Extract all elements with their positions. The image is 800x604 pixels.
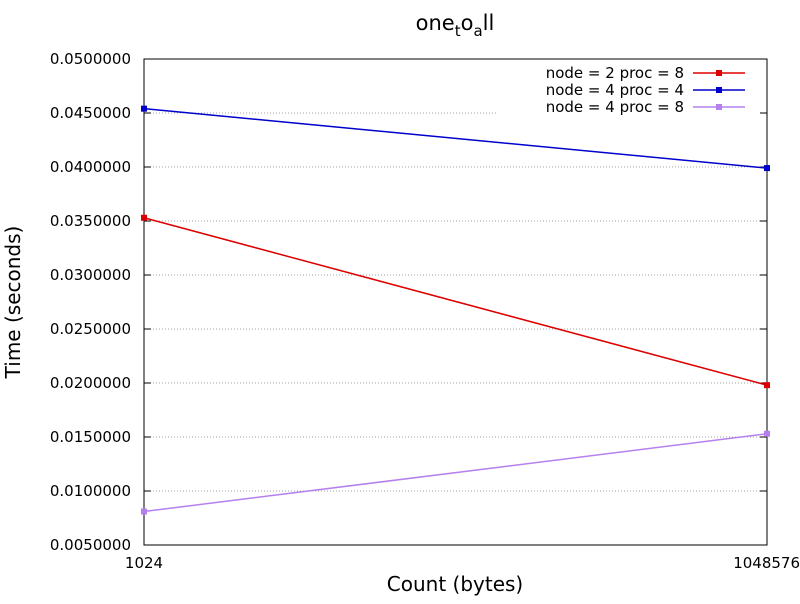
- y-tick-label: 0.0150000: [50, 428, 131, 446]
- y-tick-label: 0.0050000: [50, 536, 131, 554]
- x-tick-label: 1024: [125, 554, 163, 572]
- legend-label: node = 2 proc = 8: [546, 64, 684, 82]
- data-point-marker: [764, 165, 770, 172]
- y-tick-label: 0.0200000: [50, 374, 131, 392]
- y-tick-labels: 0.0050000 0.0100000 0.0150000 0.0200000 0.02…: [50, 50, 131, 554]
- y-tick-label: 0.0450000: [50, 104, 131, 122]
- legend-marker: [716, 104, 722, 110]
- data-point-marker: [141, 508, 147, 515]
- chart-title: onetoall: [416, 11, 495, 40]
- data-point-marker: [141, 105, 147, 112]
- y-tick-label: 0.0500000: [50, 50, 131, 68]
- chart-title-part-mid: o: [461, 11, 474, 35]
- legend-marker: [716, 70, 722, 76]
- series-line: [143, 217, 768, 386]
- y-tick-label: 0.0400000: [50, 158, 131, 176]
- series-line: [143, 107, 768, 169]
- data-point-marker: [764, 382, 770, 389]
- series-line: [143, 433, 768, 513]
- series-lines: [141, 105, 770, 515]
- plot-frame: [143, 58, 768, 546]
- y-tick-label: 0.0300000: [50, 266, 131, 284]
- legend-label: node = 4 proc = 8: [546, 98, 684, 116]
- legend-marker: [716, 87, 722, 93]
- x-axis-title: Count (bytes): [387, 572, 523, 596]
- chart-title-part-sub1: t: [455, 22, 461, 40]
- legend-label: node = 4 proc = 4: [546, 81, 684, 99]
- x-tick-labels: 1024 1048576: [125, 554, 800, 572]
- chart-title-part-base: one: [416, 11, 455, 35]
- y-tick-label: 0.0250000: [50, 320, 131, 338]
- chart-title-part-sub2: a: [473, 22, 482, 40]
- y-axis-title: Time (seconds): [1, 226, 25, 380]
- y-tick-label: 0.0350000: [50, 212, 131, 230]
- x-tick-label: 1048576: [733, 554, 800, 572]
- data-point-marker: [141, 214, 147, 221]
- chart-title-part-tail: ll: [483, 11, 495, 35]
- y-tick-label: 0.0100000: [50, 482, 131, 500]
- data-point-marker: [764, 430, 770, 437]
